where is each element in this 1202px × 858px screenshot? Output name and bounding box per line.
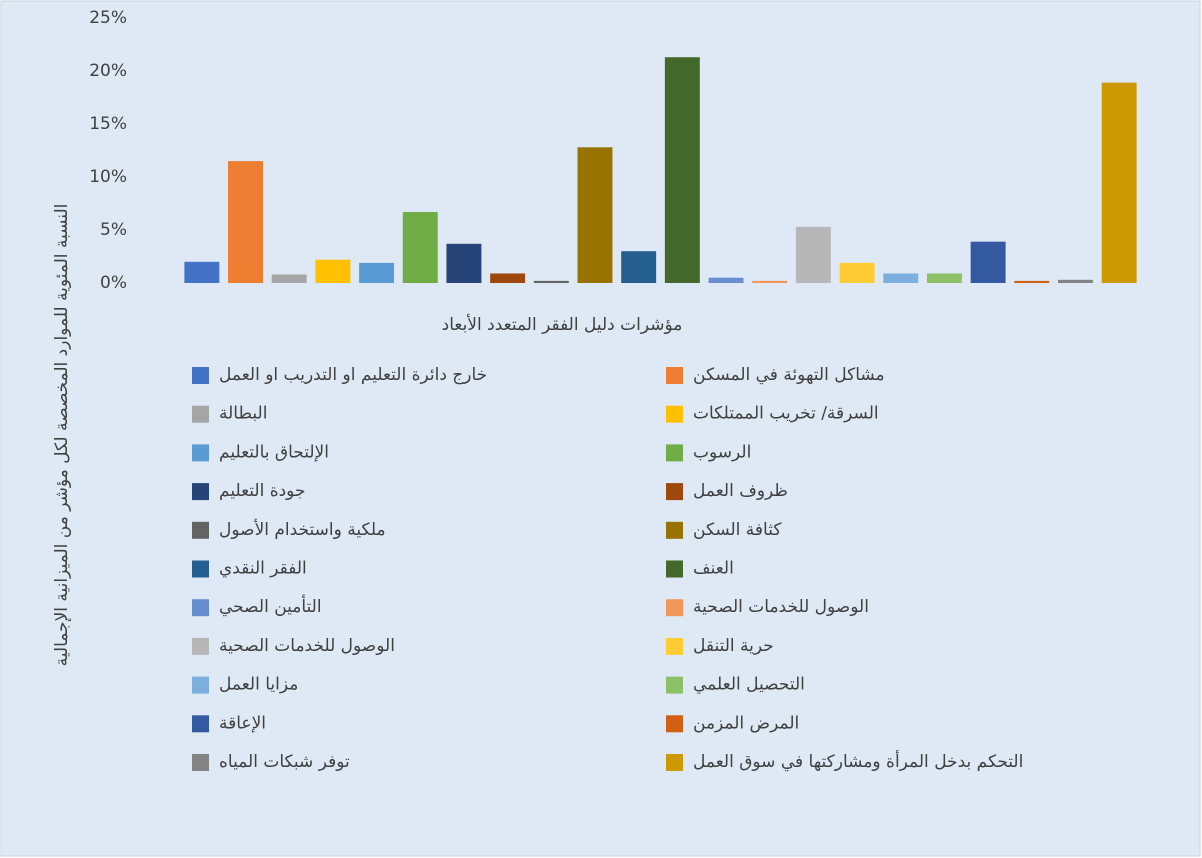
legend-marker [666, 367, 683, 384]
bar [621, 251, 657, 283]
legend-label: حرية التنقل [693, 636, 774, 656]
legend-marker [666, 521, 683, 539]
bar [1014, 280, 1050, 283]
bar [228, 161, 263, 283]
y-tick-label: 15% [89, 114, 127, 134]
bar [664, 57, 700, 283]
y-axis-label: النسبة المئوية للموارد المخصصة لكل مؤشر … [52, 204, 72, 667]
legend-marker [192, 405, 209, 423]
legend-label: التحصيل العلمي [693, 675, 805, 695]
legend-label: المرض المزمن [693, 713, 799, 733]
y-tick-label: 5% [100, 220, 127, 240]
bar [577, 147, 613, 283]
legend-marker [666, 483, 683, 501]
legend-marker [192, 599, 209, 617]
legend-marker [666, 405, 683, 423]
legend-marker [192, 444, 209, 462]
bar [795, 226, 831, 283]
bar [315, 259, 351, 283]
legend-marker [192, 483, 209, 501]
bar [402, 211, 438, 283]
legend-marker [192, 754, 209, 771]
legend-label: جودة التعليم [219, 481, 305, 501]
bar [490, 273, 526, 283]
legend-marker [666, 754, 683, 771]
legend-label: كثافة السكن [693, 520, 782, 540]
legend-label: ظروف العمل [693, 481, 788, 501]
legend-marker [666, 637, 683, 655]
legend-label: العنف [693, 559, 734, 579]
legend-label: السرقة/ تخريب الممتلكات [693, 404, 879, 424]
legend-label: الفقر النقدي [219, 559, 307, 579]
y-tick-label: 10% [89, 167, 127, 187]
bar [708, 277, 744, 283]
legend-label: الوصول للخدمات الصحية [219, 636, 395, 656]
legend-marker [192, 637, 209, 655]
x-axis-label: مؤشرات دليل الفقر المتعدد الأبعاد [442, 314, 683, 335]
bar [1058, 279, 1093, 283]
legend-label: ملكية واستخدام الأصول [219, 519, 386, 540]
bar [883, 273, 919, 283]
legend-marker [666, 444, 683, 462]
legend-marker [666, 676, 683, 694]
legend-label: مشاكل التهوئة في المسكن [693, 365, 885, 385]
legend-marker [192, 560, 209, 578]
legend-marker [666, 560, 683, 578]
bar [359, 262, 395, 283]
y-tick-label: 0% [100, 273, 127, 293]
y-tick-label: 20% [89, 61, 127, 81]
legend-label: خارج دائرة التعليم او التدريب او العمل [219, 365, 487, 385]
legend-label: التحكم بدخل المرأة ومشاركتها في سوق العم… [693, 750, 1023, 772]
legend-marker [666, 599, 683, 617]
bar [926, 273, 962, 283]
legend-label: الرسوب [693, 442, 751, 462]
legend-label: البطالة [219, 404, 267, 424]
y-tick-label: 25% [89, 8, 127, 28]
legend-label: مزايا العمل [219, 675, 298, 695]
legend-label: التأمين الصحي [219, 594, 322, 617]
bar [184, 261, 220, 283]
bar [839, 262, 875, 283]
legend-marker [192, 521, 209, 539]
bar [446, 243, 482, 283]
legend-marker [192, 367, 209, 384]
bar [533, 280, 569, 283]
legend-marker [192, 676, 209, 694]
bar [271, 274, 307, 283]
legend-label: توفر شبكات المياه [219, 752, 350, 772]
bar [1101, 82, 1137, 283]
legend-marker [192, 715, 209, 733]
bar [752, 280, 788, 283]
legend-label: الإعاقة [219, 713, 266, 733]
legend-marker [666, 715, 683, 733]
legend-label: الإلتحاق بالتعليم [219, 442, 329, 462]
legend-label: الوصول للخدمات الصحية [693, 597, 869, 617]
bar [970, 241, 1006, 283]
